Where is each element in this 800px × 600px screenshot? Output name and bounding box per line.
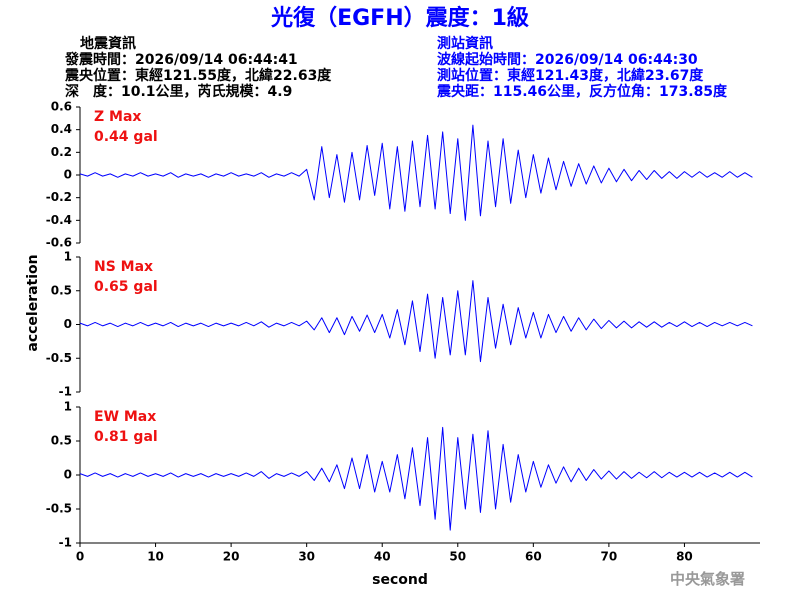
y-tick-label: 0.5 xyxy=(51,434,72,448)
y-tick-label: 1 xyxy=(64,250,72,264)
info-right: 測站資訊 xyxy=(437,35,493,52)
y-tick-label: -0.4 xyxy=(46,213,72,227)
y-tick-label: 0 xyxy=(64,168,72,182)
y-tick-label: 1 xyxy=(64,400,72,414)
info-left: 深 度：10.1公里，芮氏規模：4.9 xyxy=(65,83,292,100)
x-tick-label: 70 xyxy=(601,550,618,564)
x-tick-label: 50 xyxy=(449,550,466,564)
y-axis-label: acceleration xyxy=(25,254,41,351)
y-tick-label: 0.5 xyxy=(51,283,72,297)
waveform xyxy=(79,280,753,363)
annotation: Z Max xyxy=(94,109,141,125)
info-right: 震央距：115.46公里，反方位角：173.85度 xyxy=(436,83,728,100)
annotation: EW Max xyxy=(94,409,156,425)
y-tick-label: -0.6 xyxy=(46,236,72,250)
annotation: NS Max xyxy=(94,259,153,275)
y-tick-label: -0.5 xyxy=(46,351,72,365)
info-right: 測站位置：東經121.43度，北緯23.67度 xyxy=(437,67,704,84)
y-tick-label: 0.6 xyxy=(51,100,72,114)
y-tick-label: -1 xyxy=(59,536,72,550)
waveform xyxy=(79,426,753,531)
info-right: 波線起始時間：2026/09/14 06:44:30 xyxy=(437,51,698,68)
y-tick-label: 0 xyxy=(64,468,72,482)
x-tick-label: 0 xyxy=(76,550,84,564)
y-tick-label: 0 xyxy=(64,317,72,331)
y-tick-label: -0.5 xyxy=(46,502,72,516)
waveform xyxy=(79,124,753,221)
y-tick-label: -1 xyxy=(59,385,72,399)
x-tick-label: 10 xyxy=(147,550,164,564)
y-tick-label: -0.2 xyxy=(46,190,72,204)
x-tick-label: 60 xyxy=(525,550,542,564)
x-tick-label: 40 xyxy=(374,550,391,564)
annotation: 0.65 gal xyxy=(94,279,158,295)
x-tick-label: 30 xyxy=(298,550,315,564)
info-left: 地震資訊 xyxy=(80,35,136,52)
info-left: 發震時間：2026/09/14 06:44:41 xyxy=(64,51,298,68)
y-tick-label: 0.4 xyxy=(51,122,72,136)
chart-title: 光復（EGFH）震度：1級 xyxy=(270,5,529,31)
annotation: 0.81 gal xyxy=(94,429,158,445)
x-tick-label: 80 xyxy=(676,550,693,564)
y-tick-label: 0.2 xyxy=(51,145,72,159)
x-axis-label: second xyxy=(372,572,428,588)
info-left: 震央位置：東經121.55度，北緯22.63度 xyxy=(64,67,332,84)
watermark: 中央氣象署 xyxy=(670,570,745,588)
x-tick-label: 20 xyxy=(223,550,240,564)
annotation: 0.44 gal xyxy=(94,129,158,145)
